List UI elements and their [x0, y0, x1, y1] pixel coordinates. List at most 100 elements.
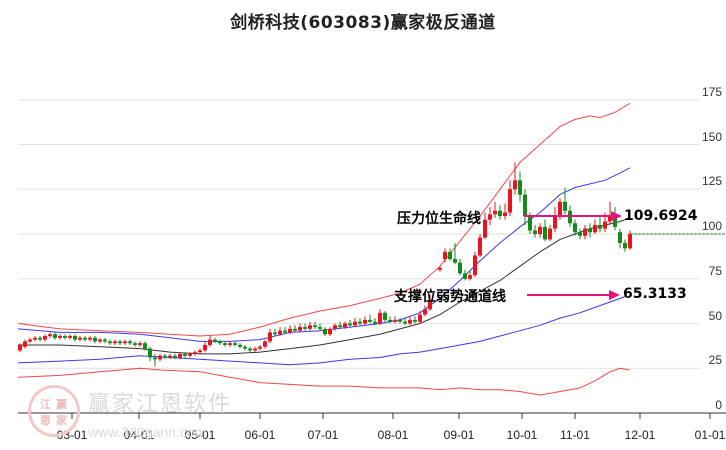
candle: [98, 339, 102, 342]
candle: [228, 343, 232, 345]
support-value: 65.3133: [623, 286, 687, 302]
candle: [28, 339, 32, 342]
x-tick-label: 12-01: [624, 428, 656, 442]
watermark-url: www.360gann.com: [88, 424, 207, 440]
y-tick-label: 50: [708, 308, 722, 323]
candle: [223, 343, 227, 345]
candle: [383, 312, 387, 320]
candle: [183, 353, 187, 356]
y-tick-label: 25: [708, 353, 722, 368]
candle: [288, 328, 292, 333]
candle: [563, 201, 567, 211]
candle: [123, 341, 127, 344]
band-upper_inner: [17, 167, 631, 342]
candle: [203, 344, 207, 351]
candle: [428, 300, 432, 310]
candle: [513, 180, 517, 190]
candle: [208, 339, 212, 345]
candle: [158, 355, 162, 360]
candle: [388, 319, 392, 322]
candle: [443, 251, 447, 260]
candle: [83, 337, 87, 340]
candle: [278, 330, 282, 335]
x-tick-label: 08-01: [377, 428, 409, 442]
candle: [338, 325, 342, 328]
resistance-label: 压力位生命线: [397, 211, 481, 227]
candle: [198, 350, 202, 353]
candle: [438, 268, 442, 270]
candle: [253, 348, 257, 351]
candle: [363, 319, 367, 324]
candle: [78, 337, 82, 340]
candle: [368, 319, 372, 322]
channel-bands: [17, 102, 631, 396]
candle: [323, 328, 327, 335]
x-tick-label: 11-01: [560, 428, 590, 442]
candle: [478, 237, 482, 256]
candle: [473, 255, 477, 276]
candle: [348, 323, 352, 326]
support-label: 支撑位弱势通道线: [394, 289, 506, 305]
x-tick-label: 10-01: [506, 428, 538, 442]
resistance-value: 109.6924: [624, 208, 698, 224]
candle: [63, 336, 67, 338]
candle: [333, 325, 337, 329]
candle: [408, 319, 412, 324]
candle: [148, 348, 152, 358]
x-tick-label: 06-01: [244, 428, 276, 442]
candle: [113, 341, 117, 344]
candle: [498, 210, 502, 217]
candle: [48, 334, 52, 337]
candle: [613, 216, 617, 227]
candle: [33, 337, 37, 340]
candle: [143, 343, 147, 349]
candle: [343, 323, 347, 328]
candle: [458, 262, 462, 274]
candle: [38, 337, 42, 340]
candle: [503, 212, 507, 217]
candle: [603, 221, 607, 229]
candle: [518, 180, 522, 195]
x-tick-label: 05-01: [184, 428, 216, 442]
y-tick-label: 175: [701, 84, 722, 99]
band-middle: [18, 217, 631, 355]
candle: [373, 321, 377, 324]
candle: [448, 251, 452, 260]
candle: [508, 189, 512, 213]
candle: [68, 336, 72, 338]
candle: [313, 325, 317, 328]
candle: [138, 343, 142, 345]
candle: [488, 214, 492, 220]
candle: [293, 328, 297, 331]
candle: [533, 230, 537, 234]
candle: [18, 344, 22, 351]
candle: [378, 312, 382, 324]
y-tick-label: 150: [701, 129, 722, 144]
candle: [233, 343, 237, 345]
annotation-arrows: [524, 211, 622, 300]
candle: [258, 346, 262, 349]
candle: [73, 336, 77, 340]
candle: [243, 346, 247, 349]
candle: [168, 355, 172, 358]
candle: [553, 216, 557, 229]
candle: [103, 339, 107, 342]
candle: [188, 353, 192, 356]
candle: [608, 216, 612, 222]
candle: [548, 228, 552, 240]
candle: [628, 234, 632, 249]
candle: [468, 275, 472, 279]
candle: [358, 321, 362, 324]
watermark-text: 赢家江恩软件: [88, 392, 233, 417]
candle: [623, 242, 627, 249]
y-tick-label: 75: [708, 263, 722, 278]
y-tick-label: 100: [701, 219, 722, 233]
candle: [153, 357, 157, 360]
candle: [163, 355, 167, 358]
candle: [178, 353, 182, 358]
candle: [573, 223, 577, 233]
candle: [58, 336, 62, 338]
y-tick-label: 0: [715, 398, 722, 412]
candle: [463, 273, 467, 279]
